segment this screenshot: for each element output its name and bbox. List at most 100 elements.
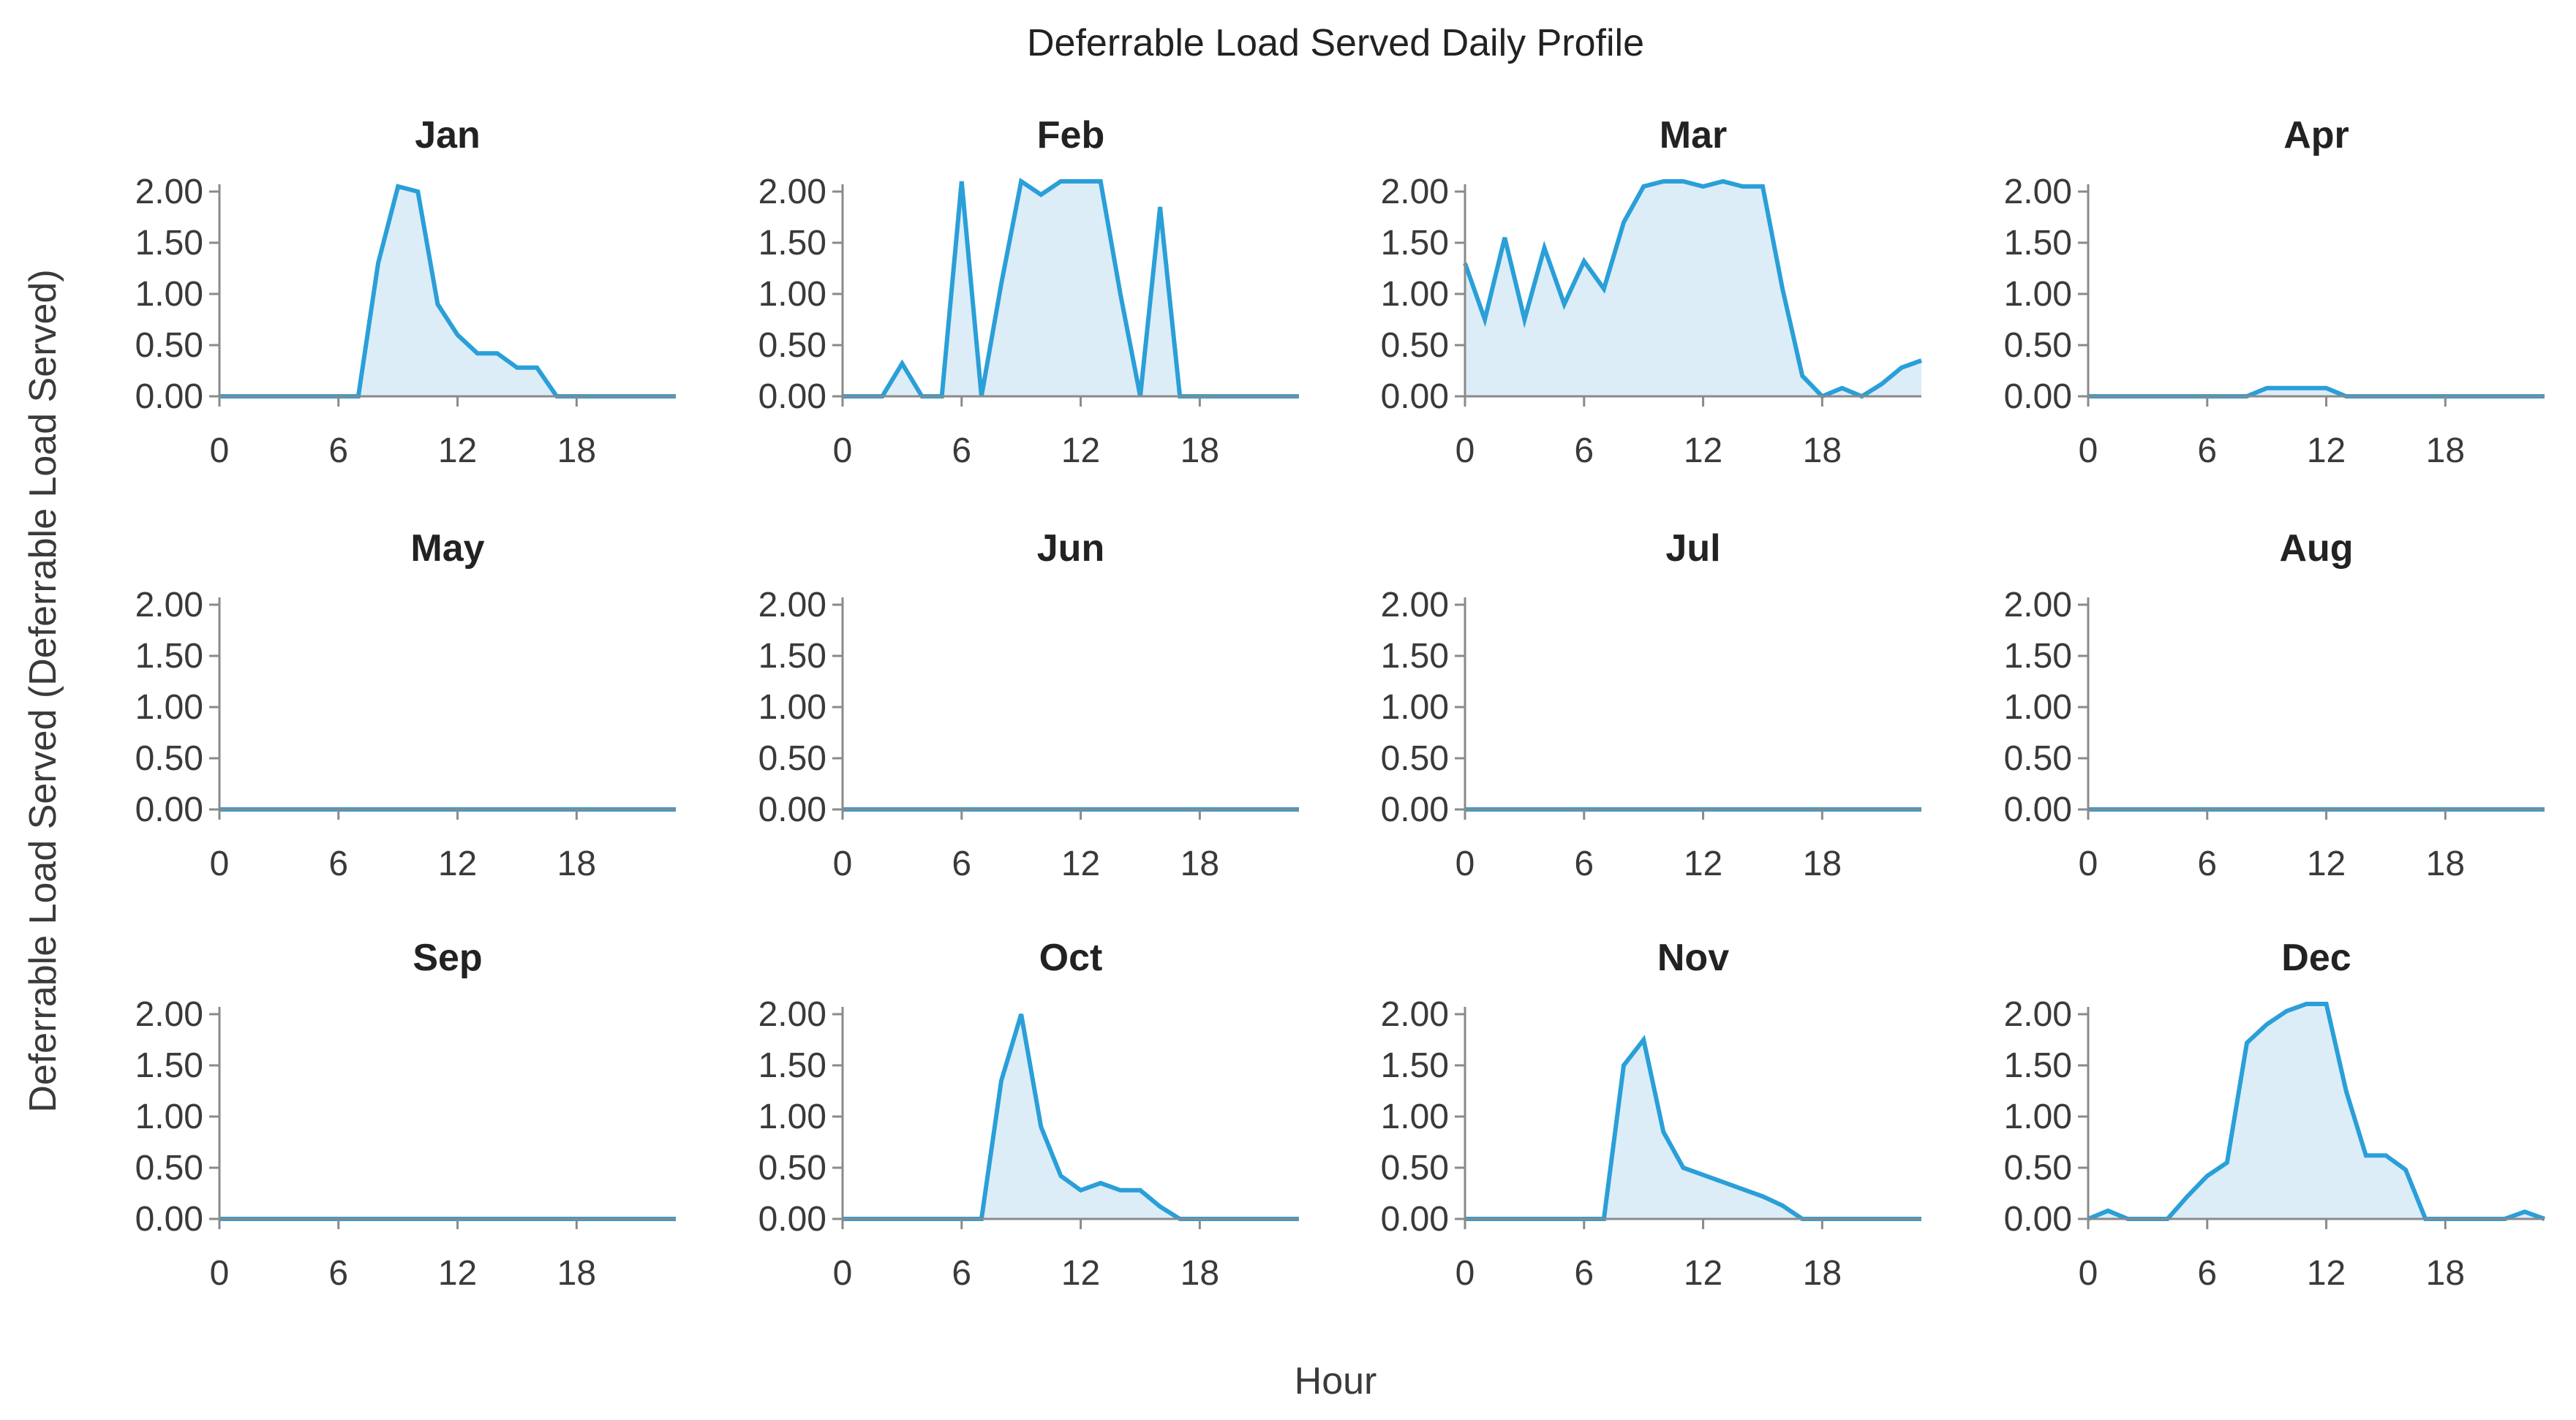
panel-oct: Oct 0.00 0.50 1.00 1.50 2.00 0 6 12 18 [758,937,1299,1293]
panel-title: Feb [1037,114,1104,156]
y-tick-label: 1.00 [135,275,203,314]
y-tick-label: 2.00 [2004,586,2072,624]
series-area [1465,181,1921,396]
panel-dec: Dec 0.00 0.50 1.00 1.50 2.00 0 6 12 18 [2004,937,2546,1293]
y-tick-label: 0.00 [758,790,826,829]
y-tick-label: 0.00 [1381,790,1449,829]
y-tick-label: 2.00 [1381,173,1449,211]
y-tick-label: 1.00 [1381,1098,1449,1136]
y-tick-label: 1.00 [2004,1098,2072,1136]
series-area [1465,1040,1921,1219]
x-tick-label: 18 [2426,431,2465,470]
y-tick-label: 1.50 [2004,1046,2072,1085]
y-tick-label: 2.00 [2004,995,2072,1034]
x-tick-label: 0 [210,1254,230,1293]
x-tick-label: 6 [952,845,971,883]
y-tick-label: 0.00 [135,1200,203,1239]
y-tick-label: 0.50 [1381,326,1449,365]
x-tick-label: 18 [557,1254,596,1293]
x-tick-label: 12 [1061,845,1100,883]
y-tick-label: 2.00 [758,995,826,1034]
x-tick-label: 18 [1180,431,1219,470]
y-tick-label: 2.00 [758,173,826,211]
x-tick-label: 12 [438,431,477,470]
x-tick-label: 18 [1803,1254,1842,1293]
x-axis-title: Hour [1295,1360,1377,1402]
y-tick-label: 1.50 [1381,224,1449,263]
panel-title: Mar [1660,114,1727,156]
x-tick-label: 6 [328,1254,348,1293]
y-tick-label: 0.50 [1381,739,1449,778]
x-tick-label: 0 [1455,845,1475,883]
y-tick-label: 1.00 [1381,275,1449,314]
x-tick-label: 18 [2426,1254,2465,1293]
x-tick-label: 12 [1684,431,1722,470]
y-tick-label: 0.50 [1381,1149,1449,1187]
x-tick-label: 18 [2426,845,2465,883]
x-tick-label: 0 [2079,1254,2098,1293]
y-tick-label: 1.00 [135,688,203,727]
y-tick-label: 0.50 [2004,739,2072,778]
y-tick-label: 0.50 [2004,1149,2072,1187]
x-tick-label: 6 [1574,845,1594,883]
y-tick-label: 0.00 [135,790,203,829]
x-tick-label: 12 [2307,431,2346,470]
panel-sep: Sep 0.00 0.50 1.00 1.50 2.00 0 6 12 18 [135,937,676,1293]
y-tick-label: 2.00 [135,995,203,1034]
y-tick-label: 0.00 [2004,790,2072,829]
x-tick-label: 0 [2079,845,2098,883]
y-tick-label: 0.00 [1381,1200,1449,1239]
x-tick-label: 6 [1574,431,1594,470]
panel-nov: Nov 0.00 0.50 1.00 1.50 2.00 0 6 12 18 [1381,937,1921,1293]
panel-title: Jan [415,114,481,156]
y-tick-label: 1.50 [758,637,826,676]
y-tick-label: 2.00 [135,173,203,211]
panel-title: Dec [2281,937,2351,979]
x-tick-label: 6 [2197,845,2217,883]
panel-may: May 0.00 0.50 1.00 1.50 2.00 0 6 12 18 [135,527,676,883]
x-tick-label: 12 [2307,1254,2346,1293]
x-tick-label: 12 [1684,1254,1722,1293]
x-tick-label: 6 [952,1254,971,1293]
y-tick-label: 2.00 [2004,173,2072,211]
x-tick-label: 0 [210,431,230,470]
y-tick-label: 1.00 [2004,688,2072,727]
y-tick-label: 1.00 [758,275,826,314]
x-tick-label: 18 [1803,845,1842,883]
x-tick-label: 6 [952,431,971,470]
x-tick-label: 18 [557,845,596,883]
series-line [1463,178,1923,399]
panel-apr: Apr 0.00 0.50 1.00 1.50 2.00 0 6 12 18 [2004,114,2545,470]
panel-title: Apr [2283,114,2349,156]
x-tick-label: 6 [2197,431,2217,470]
y-tick-label: 1.50 [758,224,826,263]
y-tick-label: 0.50 [135,1149,203,1187]
x-tick-label: 0 [833,845,853,883]
x-tick-label: 18 [557,431,596,470]
y-tick-label: 1.00 [758,1098,826,1136]
y-tick-label: 0.00 [758,1200,826,1239]
y-axis-title: Deferrable Load Served (Deferrable Load … [22,269,64,1112]
x-tick-label: 12 [1684,845,1722,883]
y-tick-label: 1.00 [758,688,826,727]
x-tick-label: 12 [438,1254,477,1293]
y-tick-label: 0.50 [2004,326,2072,365]
y-tick-label: 1.50 [135,224,203,263]
panel-jul: Jul 0.00 0.50 1.00 1.50 2.00 0 6 12 18 [1381,527,1921,883]
y-tick-label: 0.00 [1381,377,1449,416]
panel-title: Jun [1037,527,1104,570]
y-tick-label: 0.50 [758,1149,826,1187]
x-tick-label: 0 [833,431,853,470]
y-tick-label: 1.00 [135,1098,203,1136]
y-tick-label: 1.50 [135,1046,203,1085]
panel-feb: Feb 0.00 0.50 1.00 1.50 2.00 0 6 12 18 [758,114,1299,470]
series-area [2088,388,2545,396]
x-tick-label: 12 [2307,845,2346,883]
x-tick-label: 6 [328,845,348,883]
y-tick-label: 2.00 [135,586,203,624]
y-tick-label: 0.00 [758,377,826,416]
x-tick-label: 0 [1455,1254,1475,1293]
panel-title: May [410,527,484,570]
y-tick-label: 0.00 [135,377,203,416]
